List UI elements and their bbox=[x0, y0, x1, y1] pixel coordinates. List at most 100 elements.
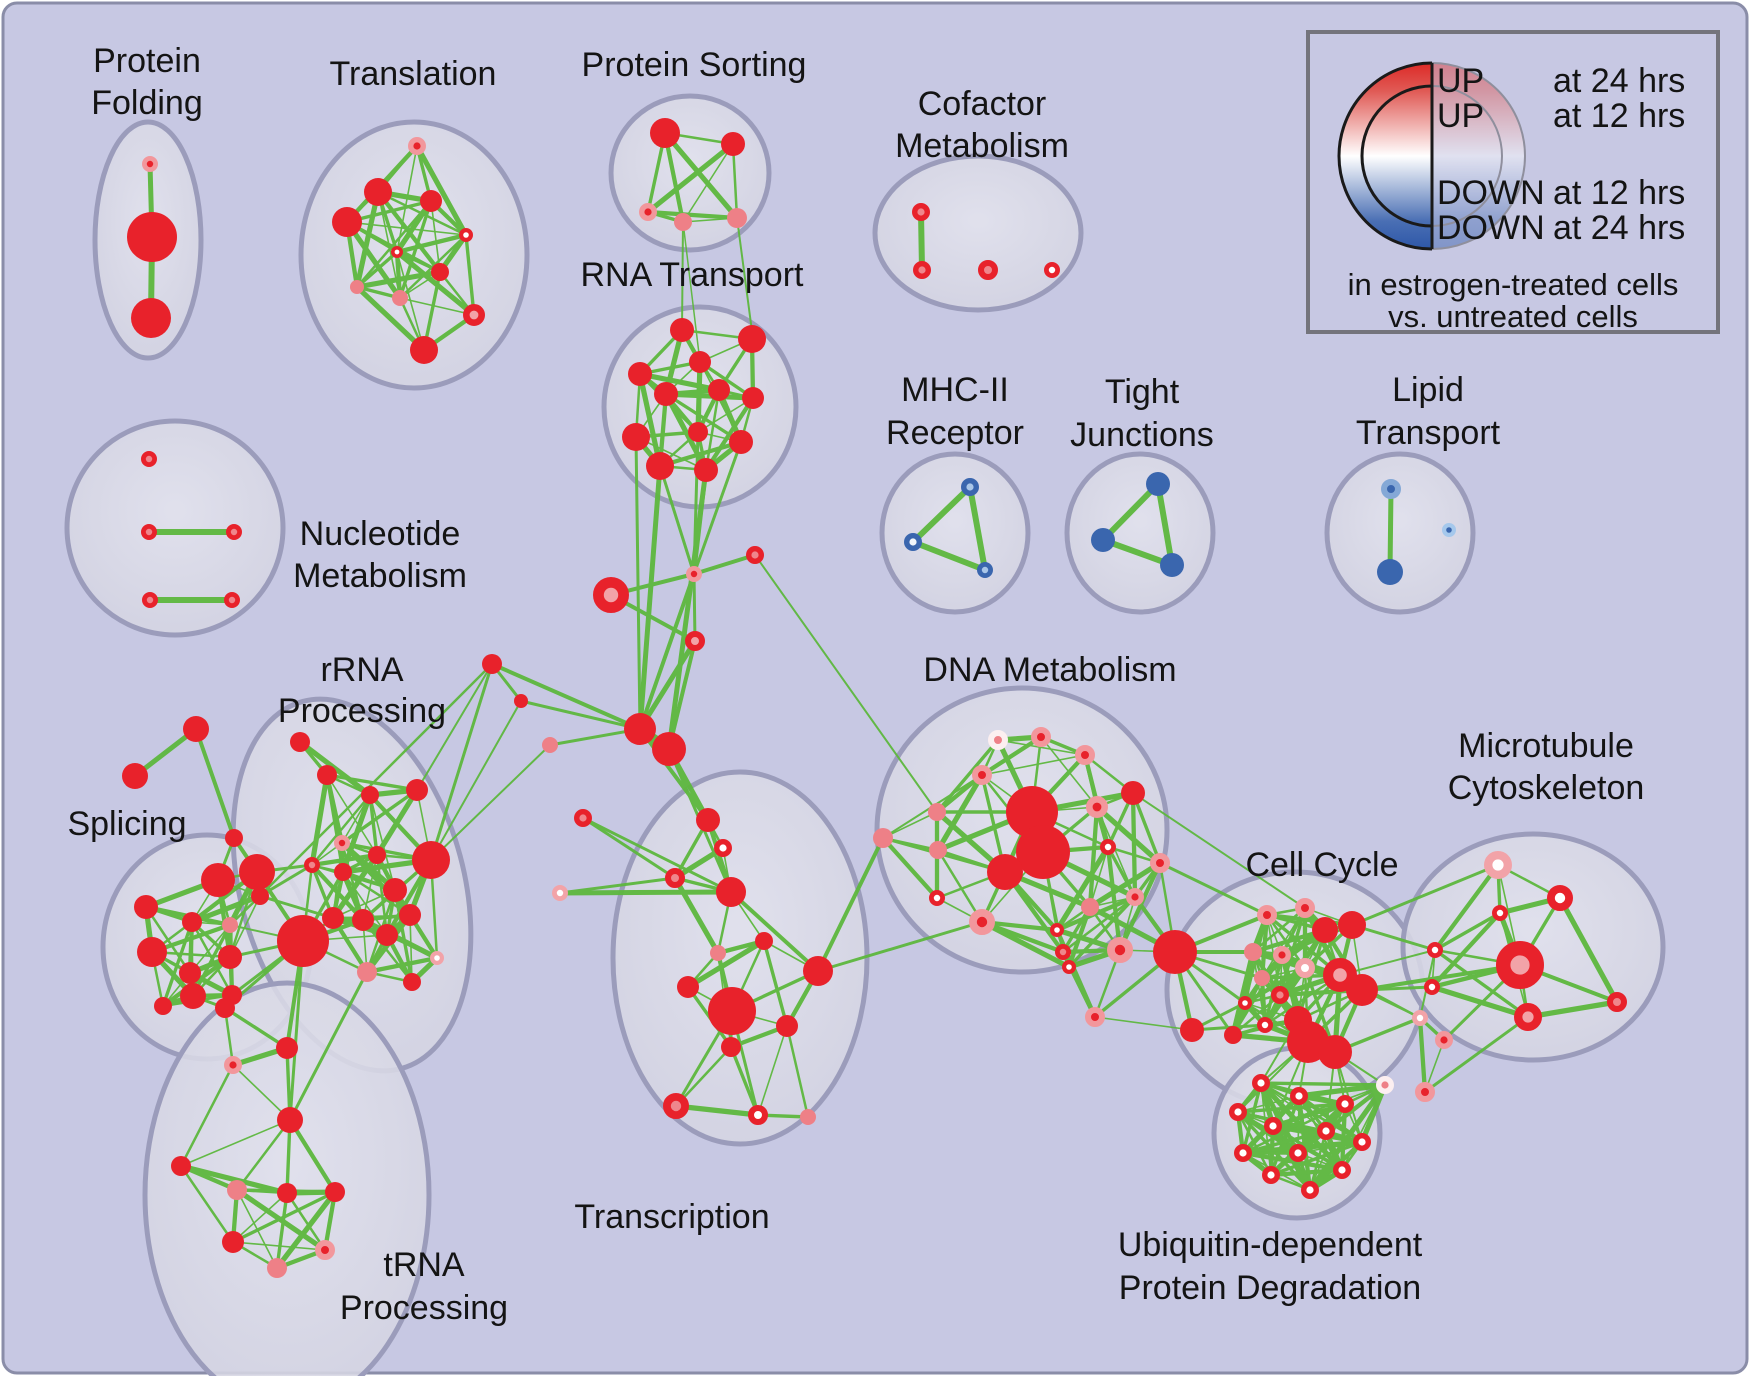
network-node-splicing[interactable] bbox=[218, 945, 242, 969]
network-node-rrna-processing[interactable] bbox=[361, 786, 379, 804]
network-node-tight-junctions[interactable] bbox=[1091, 528, 1115, 552]
network-node-trna-processing[interactable] bbox=[171, 1156, 191, 1176]
network-node-rna-transport[interactable] bbox=[694, 458, 718, 482]
network-node-protein-folding[interactable] bbox=[127, 212, 177, 262]
network-node-protein-sorting[interactable] bbox=[674, 213, 692, 231]
network-node-rrna-processing[interactable] bbox=[357, 962, 377, 982]
network-node-transcription[interactable] bbox=[714, 839, 733, 858]
network-node-dna-metabolism[interactable] bbox=[1085, 1007, 1105, 1027]
network-node-translation[interactable] bbox=[410, 336, 438, 364]
network-node-nucleotide-metabolism[interactable] bbox=[141, 592, 158, 609]
network-node-cell-cycle[interactable] bbox=[1295, 898, 1315, 918]
network-node-rna-transport[interactable] bbox=[622, 423, 650, 451]
network-node-rna-transport[interactable] bbox=[742, 387, 764, 409]
network-node-translation[interactable] bbox=[350, 280, 364, 294]
network-node-splicing[interactable] bbox=[179, 962, 201, 984]
network-node-dna-metabolism[interactable] bbox=[873, 828, 893, 848]
network-node-cell-cycle[interactable] bbox=[1318, 1035, 1352, 1069]
network-node-rrna-processing[interactable] bbox=[290, 732, 310, 752]
network-node-mhc-ii-receptor[interactable] bbox=[977, 562, 994, 579]
network-node-protein-sorting[interactable] bbox=[639, 202, 658, 221]
network-node-connectors[interactable] bbox=[225, 829, 243, 847]
network-node-trna-processing[interactable] bbox=[222, 1231, 244, 1253]
network-node-ubiquitin-degradation[interactable] bbox=[1289, 1086, 1308, 1105]
network-node-translation[interactable] bbox=[408, 136, 427, 155]
network-node-splicing[interactable] bbox=[134, 895, 158, 919]
network-node-splicing[interactable] bbox=[201, 863, 235, 897]
network-node-microtubule-cytoskeleton[interactable] bbox=[1495, 941, 1544, 990]
network-node-rrna-processing[interactable] bbox=[383, 878, 407, 902]
network-node-tight-junctions[interactable] bbox=[1146, 472, 1170, 496]
network-node-nucleotide-metabolism[interactable] bbox=[225, 524, 242, 541]
network-node-cofactor-metabolism[interactable] bbox=[913, 261, 932, 280]
network-node-ubiquitin-degradation[interactable] bbox=[1288, 1143, 1307, 1162]
network-node-cell-cycle[interactable] bbox=[1346, 974, 1378, 1006]
network-node-dna-metabolism[interactable] bbox=[972, 765, 992, 785]
network-node-trna-processing[interactable] bbox=[277, 1107, 303, 1133]
network-node-rna-transport[interactable] bbox=[689, 351, 711, 373]
network-node-cofactor-metabolism[interactable] bbox=[1044, 261, 1061, 278]
network-node-transcription[interactable] bbox=[696, 808, 720, 832]
network-node-connectors[interactable] bbox=[593, 577, 630, 614]
network-node-rrna-processing[interactable] bbox=[322, 907, 344, 929]
network-node-dna-metabolism[interactable] bbox=[1075, 745, 1095, 765]
network-node-dna-metabolism[interactable] bbox=[969, 909, 996, 936]
network-node-trna-processing[interactable] bbox=[227, 1180, 247, 1200]
network-node-transcription[interactable] bbox=[716, 877, 746, 907]
network-node-translation[interactable] bbox=[332, 207, 362, 237]
network-node-lipid-transport[interactable] bbox=[1381, 479, 1401, 499]
network-node-transcription[interactable] bbox=[721, 1037, 741, 1057]
network-node-dna-metabolism[interactable] bbox=[1031, 727, 1051, 747]
network-node-trna-processing[interactable] bbox=[277, 1183, 297, 1203]
network-node-rrna-processing[interactable] bbox=[352, 909, 374, 931]
network-node-trna-processing[interactable] bbox=[315, 1240, 335, 1260]
network-node-microtubule-cytoskeleton[interactable] bbox=[1492, 905, 1509, 922]
network-node-ubiquitin-degradation[interactable] bbox=[1233, 1143, 1252, 1162]
network-node-cell-cycle[interactable] bbox=[1322, 957, 1357, 992]
network-node-dna-metabolism[interactable] bbox=[929, 841, 947, 859]
network-node-microtubule-cytoskeleton[interactable] bbox=[1607, 992, 1627, 1012]
network-node-protein-folding[interactable] bbox=[141, 155, 158, 172]
network-node-connectors[interactable] bbox=[183, 716, 209, 742]
network-node-transcription[interactable] bbox=[663, 1093, 690, 1120]
network-node-dna-metabolism[interactable] bbox=[1153, 930, 1197, 974]
network-node-dna-metabolism[interactable] bbox=[1125, 888, 1144, 907]
network-node-rrna-processing[interactable] bbox=[412, 841, 450, 879]
network-node-cell-cycle[interactable] bbox=[1270, 986, 1289, 1005]
network-node-cell-cycle[interactable] bbox=[1412, 1010, 1429, 1027]
network-node-connectors[interactable] bbox=[482, 654, 502, 674]
network-node-connectors[interactable] bbox=[552, 885, 569, 902]
network-node-cell-cycle[interactable] bbox=[1237, 995, 1252, 1010]
network-node-dna-metabolism[interactable] bbox=[1006, 786, 1058, 838]
network-node-protein-sorting[interactable] bbox=[727, 208, 747, 228]
network-node-cofactor-metabolism[interactable] bbox=[978, 260, 998, 280]
network-node-rrna-processing[interactable] bbox=[399, 904, 421, 926]
network-node-connectors[interactable] bbox=[514, 694, 528, 708]
network-node-trna-processing[interactable] bbox=[223, 1055, 242, 1074]
network-node-trna-processing[interactable] bbox=[267, 1258, 287, 1278]
network-node-cell-cycle[interactable] bbox=[1224, 1026, 1242, 1044]
network-node-splicing[interactable] bbox=[182, 912, 202, 932]
network-node-lipid-transport[interactable] bbox=[1377, 559, 1403, 585]
network-node-dna-metabolism[interactable] bbox=[1100, 839, 1117, 856]
network-node-tight-junctions[interactable] bbox=[1160, 553, 1184, 577]
network-node-cell-cycle[interactable] bbox=[1338, 911, 1366, 939]
network-node-nucleotide-metabolism[interactable] bbox=[140, 524, 157, 541]
network-node-transcription[interactable] bbox=[800, 1109, 816, 1125]
network-node-transcription[interactable] bbox=[677, 976, 699, 998]
network-node-ubiquitin-degradation[interactable] bbox=[1261, 1165, 1280, 1184]
network-node-rna-transport[interactable] bbox=[729, 430, 753, 454]
network-node-connectors[interactable] bbox=[624, 713, 656, 745]
network-node-cell-cycle[interactable] bbox=[1295, 958, 1315, 978]
network-node-rna-transport[interactable] bbox=[628, 362, 652, 386]
network-node-dna-metabolism[interactable] bbox=[987, 854, 1023, 890]
network-node-rrna-processing[interactable] bbox=[376, 924, 398, 946]
network-node-connectors[interactable] bbox=[652, 732, 686, 766]
network-node-cell-cycle[interactable] bbox=[1244, 943, 1262, 961]
network-node-microtubule-cytoskeleton[interactable] bbox=[1547, 885, 1574, 912]
network-node-transcription[interactable] bbox=[776, 1015, 798, 1037]
network-node-ubiquitin-degradation[interactable] bbox=[1228, 1102, 1247, 1121]
network-node-dna-metabolism[interactable] bbox=[928, 803, 946, 821]
network-node-ubiquitin-degradation[interactable] bbox=[1332, 1160, 1351, 1179]
network-node-cell-cycle[interactable] bbox=[1415, 1082, 1435, 1102]
